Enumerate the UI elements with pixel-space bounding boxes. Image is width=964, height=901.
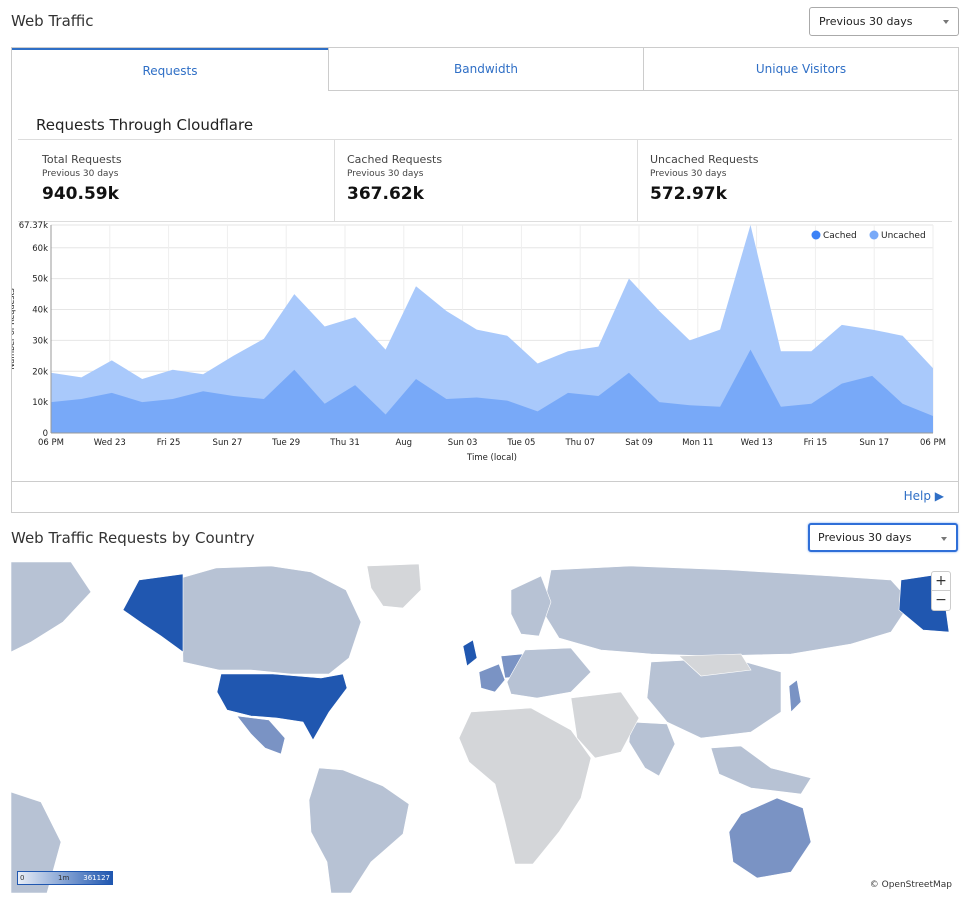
- requests-chart: 0 10k 20k 30k 40k 50k 60k 67.37k 06 PM Wed 23 Fri …: [12, 221, 946, 463]
- stat-sub: Previous 30 days: [347, 169, 424, 179]
- stats-row: Total Requests Previous 30 days 940.59k …: [18, 139, 952, 222]
- x-tick-label: Wed 23: [94, 438, 126, 448]
- x-tick-label: Wed 13: [741, 438, 773, 448]
- world-map[interactable]: + − 0 1m 361127 © OpenStreetMap: [11, 562, 959, 893]
- chevron-down-icon: [943, 20, 949, 24]
- divider: [12, 481, 958, 482]
- x-axis-label: Time (local): [466, 453, 517, 463]
- y-tick-label: 0: [43, 429, 48, 439]
- x-tick-label: Tue 29: [271, 438, 300, 448]
- y-tick-label: 60k: [32, 244, 48, 254]
- x-tick-label: Sun 17: [859, 438, 889, 448]
- legend-uncached-swatch: [869, 230, 879, 240]
- country-title: Web Traffic Requests by Country: [11, 529, 255, 547]
- zoom-out-button[interactable]: −: [935, 592, 947, 608]
- country-brazil[interactable]: [308, 767, 410, 893]
- tab-unique-visitors[interactable]: Unique Visitors: [643, 48, 958, 91]
- tab-requests[interactable]: Requests: [12, 48, 328, 91]
- period-select[interactable]: Previous 30 days: [809, 7, 959, 36]
- country-period-select[interactable]: Previous 30 days: [808, 523, 958, 552]
- stat-label: Total Requests: [42, 153, 122, 166]
- y-tick-label: 67.37k: [19, 221, 48, 231]
- caret-right-icon: ▶: [934, 489, 944, 503]
- period-select-value: Previous 30 days: [819, 15, 913, 28]
- country-chile-edge[interactable]: [11, 791, 62, 893]
- stat-total-requests: Total Requests Previous 30 days 940.59k: [18, 140, 334, 222]
- divider: [334, 140, 335, 222]
- country-russia[interactable]: [542, 565, 912, 657]
- legend-cached-label: Cached: [823, 231, 857, 241]
- y-tick-label: 50k: [32, 275, 48, 285]
- x-tick-label: Fri 25: [157, 438, 181, 448]
- world-map-canvas: [11, 562, 950, 893]
- country-australia[interactable]: [728, 797, 812, 879]
- section-title: Requests Through Cloudflare: [36, 116, 254, 134]
- x-tick-label: Mon 11: [682, 438, 713, 448]
- traffic-panel: Requests Bandwidth Unique Visitors Reque…: [11, 47, 959, 513]
- map-legend: 0 1m 361127: [17, 871, 113, 885]
- country-southeast-asia[interactable]: [710, 745, 812, 795]
- country-alaska[interactable]: [122, 573, 184, 653]
- uncached-area: [51, 225, 933, 433]
- stat-value: 572.97k: [650, 184, 727, 204]
- x-tick-label: Tue 05: [506, 438, 535, 448]
- country-mexico[interactable]: [236, 715, 286, 755]
- x-tick-label: 06 PM: [38, 438, 64, 448]
- legend-uncached-label: Uncached: [881, 231, 926, 241]
- country-west-edge[interactable]: [11, 562, 92, 653]
- stat-label: Cached Requests: [347, 153, 443, 166]
- country-japan[interactable]: [788, 679, 802, 713]
- x-tick-label: 06 PM: [920, 438, 946, 448]
- y-tick-label: 30k: [32, 336, 48, 346]
- country-greenland[interactable]: [366, 563, 422, 609]
- zoom-control: + −: [931, 571, 951, 611]
- x-tick-label: Thu 31: [329, 438, 359, 448]
- country-uk[interactable]: [462, 639, 478, 667]
- cached-area: [51, 349, 933, 433]
- y-tick-label: 20k: [32, 367, 48, 377]
- y-axis-label: Number of Requests: [12, 288, 16, 370]
- country-mongolia[interactable]: [678, 653, 752, 677]
- map-attribution[interactable]: © OpenStreetMap: [867, 880, 954, 890]
- stat-sub: Previous 30 days: [42, 169, 119, 179]
- country-france[interactable]: [478, 663, 506, 693]
- tab-bandwidth[interactable]: Bandwidth: [328, 48, 643, 91]
- x-tick-label: Sun 27: [213, 438, 243, 448]
- country-europe-other[interactable]: [506, 647, 592, 699]
- divider: [637, 140, 638, 222]
- country-africa[interactable]: [458, 707, 592, 865]
- country-usa[interactable]: [216, 673, 348, 741]
- y-tick-label: 40k: [32, 306, 48, 316]
- legend-min: 0: [20, 874, 25, 882]
- help-link[interactable]: Help ▶: [903, 489, 944, 503]
- country-india[interactable]: [628, 721, 676, 777]
- chevron-down-icon: [941, 537, 947, 541]
- stat-uncached-requests: Uncached Requests Previous 30 days 572.9…: [626, 140, 926, 222]
- page-title: Web Traffic: [11, 12, 94, 30]
- legend-cached-swatch: [811, 230, 821, 240]
- country-period-value: Previous 30 days: [818, 531, 912, 544]
- stat-label: Uncached Requests: [650, 153, 759, 166]
- x-tick-label: Sat 09: [625, 438, 652, 448]
- x-tick-label: Aug: [395, 438, 412, 448]
- x-tick-label: Sun 03: [448, 438, 478, 448]
- legend-max: 361127: [83, 874, 110, 882]
- x-tick-label: Thu 07: [564, 438, 594, 448]
- y-tick-label: 10k: [32, 398, 48, 408]
- country-scandinavia[interactable]: [510, 575, 552, 637]
- country-china[interactable]: [646, 657, 782, 739]
- stat-cached-requests: Cached Requests Previous 30 days 367.62k: [323, 140, 627, 222]
- legend-mid: 1m: [58, 874, 70, 882]
- stat-sub: Previous 30 days: [650, 169, 727, 179]
- zoom-in-button[interactable]: +: [932, 572, 950, 591]
- stat-value: 940.59k: [42, 184, 119, 204]
- stat-value: 367.62k: [347, 184, 424, 204]
- x-tick-label: Fri 15: [804, 438, 828, 448]
- country-canada[interactable]: [180, 565, 362, 675]
